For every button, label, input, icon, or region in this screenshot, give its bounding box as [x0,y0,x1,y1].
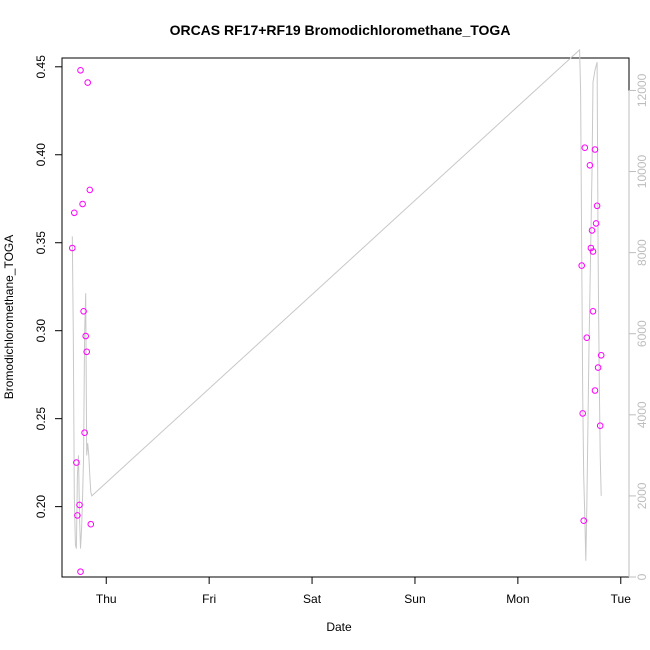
data-point [83,348,90,356]
data-point [591,387,599,394]
data-point [591,146,599,153]
data-point [82,332,89,340]
y-axis: 0.20 0.25 0.30 0.35 0.40 0.45 [34,55,63,519]
y2-tick-label: 2000 [635,482,649,509]
data-point [583,334,591,342]
chart-title: ORCAS RF17+RF19 Bromodichloromethane_TOG… [170,22,511,38]
x-tick-label: Sat [303,592,322,606]
data-point [71,209,78,217]
x-tick-label: Mon [506,592,529,606]
points-layer [69,67,605,576]
data-point [589,308,597,315]
y-tick-label: 0.45 [34,55,48,79]
data-point [77,568,84,576]
data-point [79,200,86,208]
data-point [596,422,604,430]
data-point [581,144,589,151]
y-tick-label: 0.40 [34,143,48,167]
y2-tick-label: 0 [635,573,649,580]
y2-tick-label: 4000 [635,401,649,428]
x-tick-label: Fri [202,592,216,606]
y2-tick-label: 8000 [635,239,649,266]
data-point [69,244,76,252]
x-tick-label: Sun [404,592,425,606]
data-point [587,244,595,252]
data-point [588,227,596,234]
y2-tick-label: 6000 [635,320,649,347]
y2-axis: 0 2000 4000 6000 8000 10000 12000 [628,73,649,580]
y-tick-label: 0.35 [34,231,48,255]
series-line [71,48,602,561]
y-tick-label: 0.20 [34,495,48,519]
x-tick-label: Thu [96,592,117,606]
plot-frame [61,57,630,578]
data-point [580,517,588,525]
data-point [86,186,94,194]
data-point [84,79,91,86]
x-tick-label: Tue [611,592,632,606]
line-layer [71,48,602,561]
data-point [74,512,81,519]
y2-tick-label: 10000 [635,155,649,189]
x-axis: Thu Fri Sat Sun Mon Tue [96,576,632,606]
x-axis-title: Date [326,620,352,634]
data-point [80,308,87,315]
data-point [594,364,602,371]
y2-tick-label: 12000 [635,73,649,107]
data-point [578,262,586,269]
data-point [592,220,600,227]
data-point [77,67,84,74]
data-point [593,202,601,210]
data-point [81,429,88,437]
data-point [579,410,587,417]
y-tick-label: 0.30 [34,319,48,343]
data-point [586,162,594,169]
y-axis-title: Bromodichloromethane_TOGA [2,235,16,400]
data-point [597,352,605,359]
data-point [76,501,83,509]
data-point [87,520,95,528]
data-point [73,459,80,466]
data-point [589,248,597,255]
y-tick-label: 0.25 [34,407,48,431]
